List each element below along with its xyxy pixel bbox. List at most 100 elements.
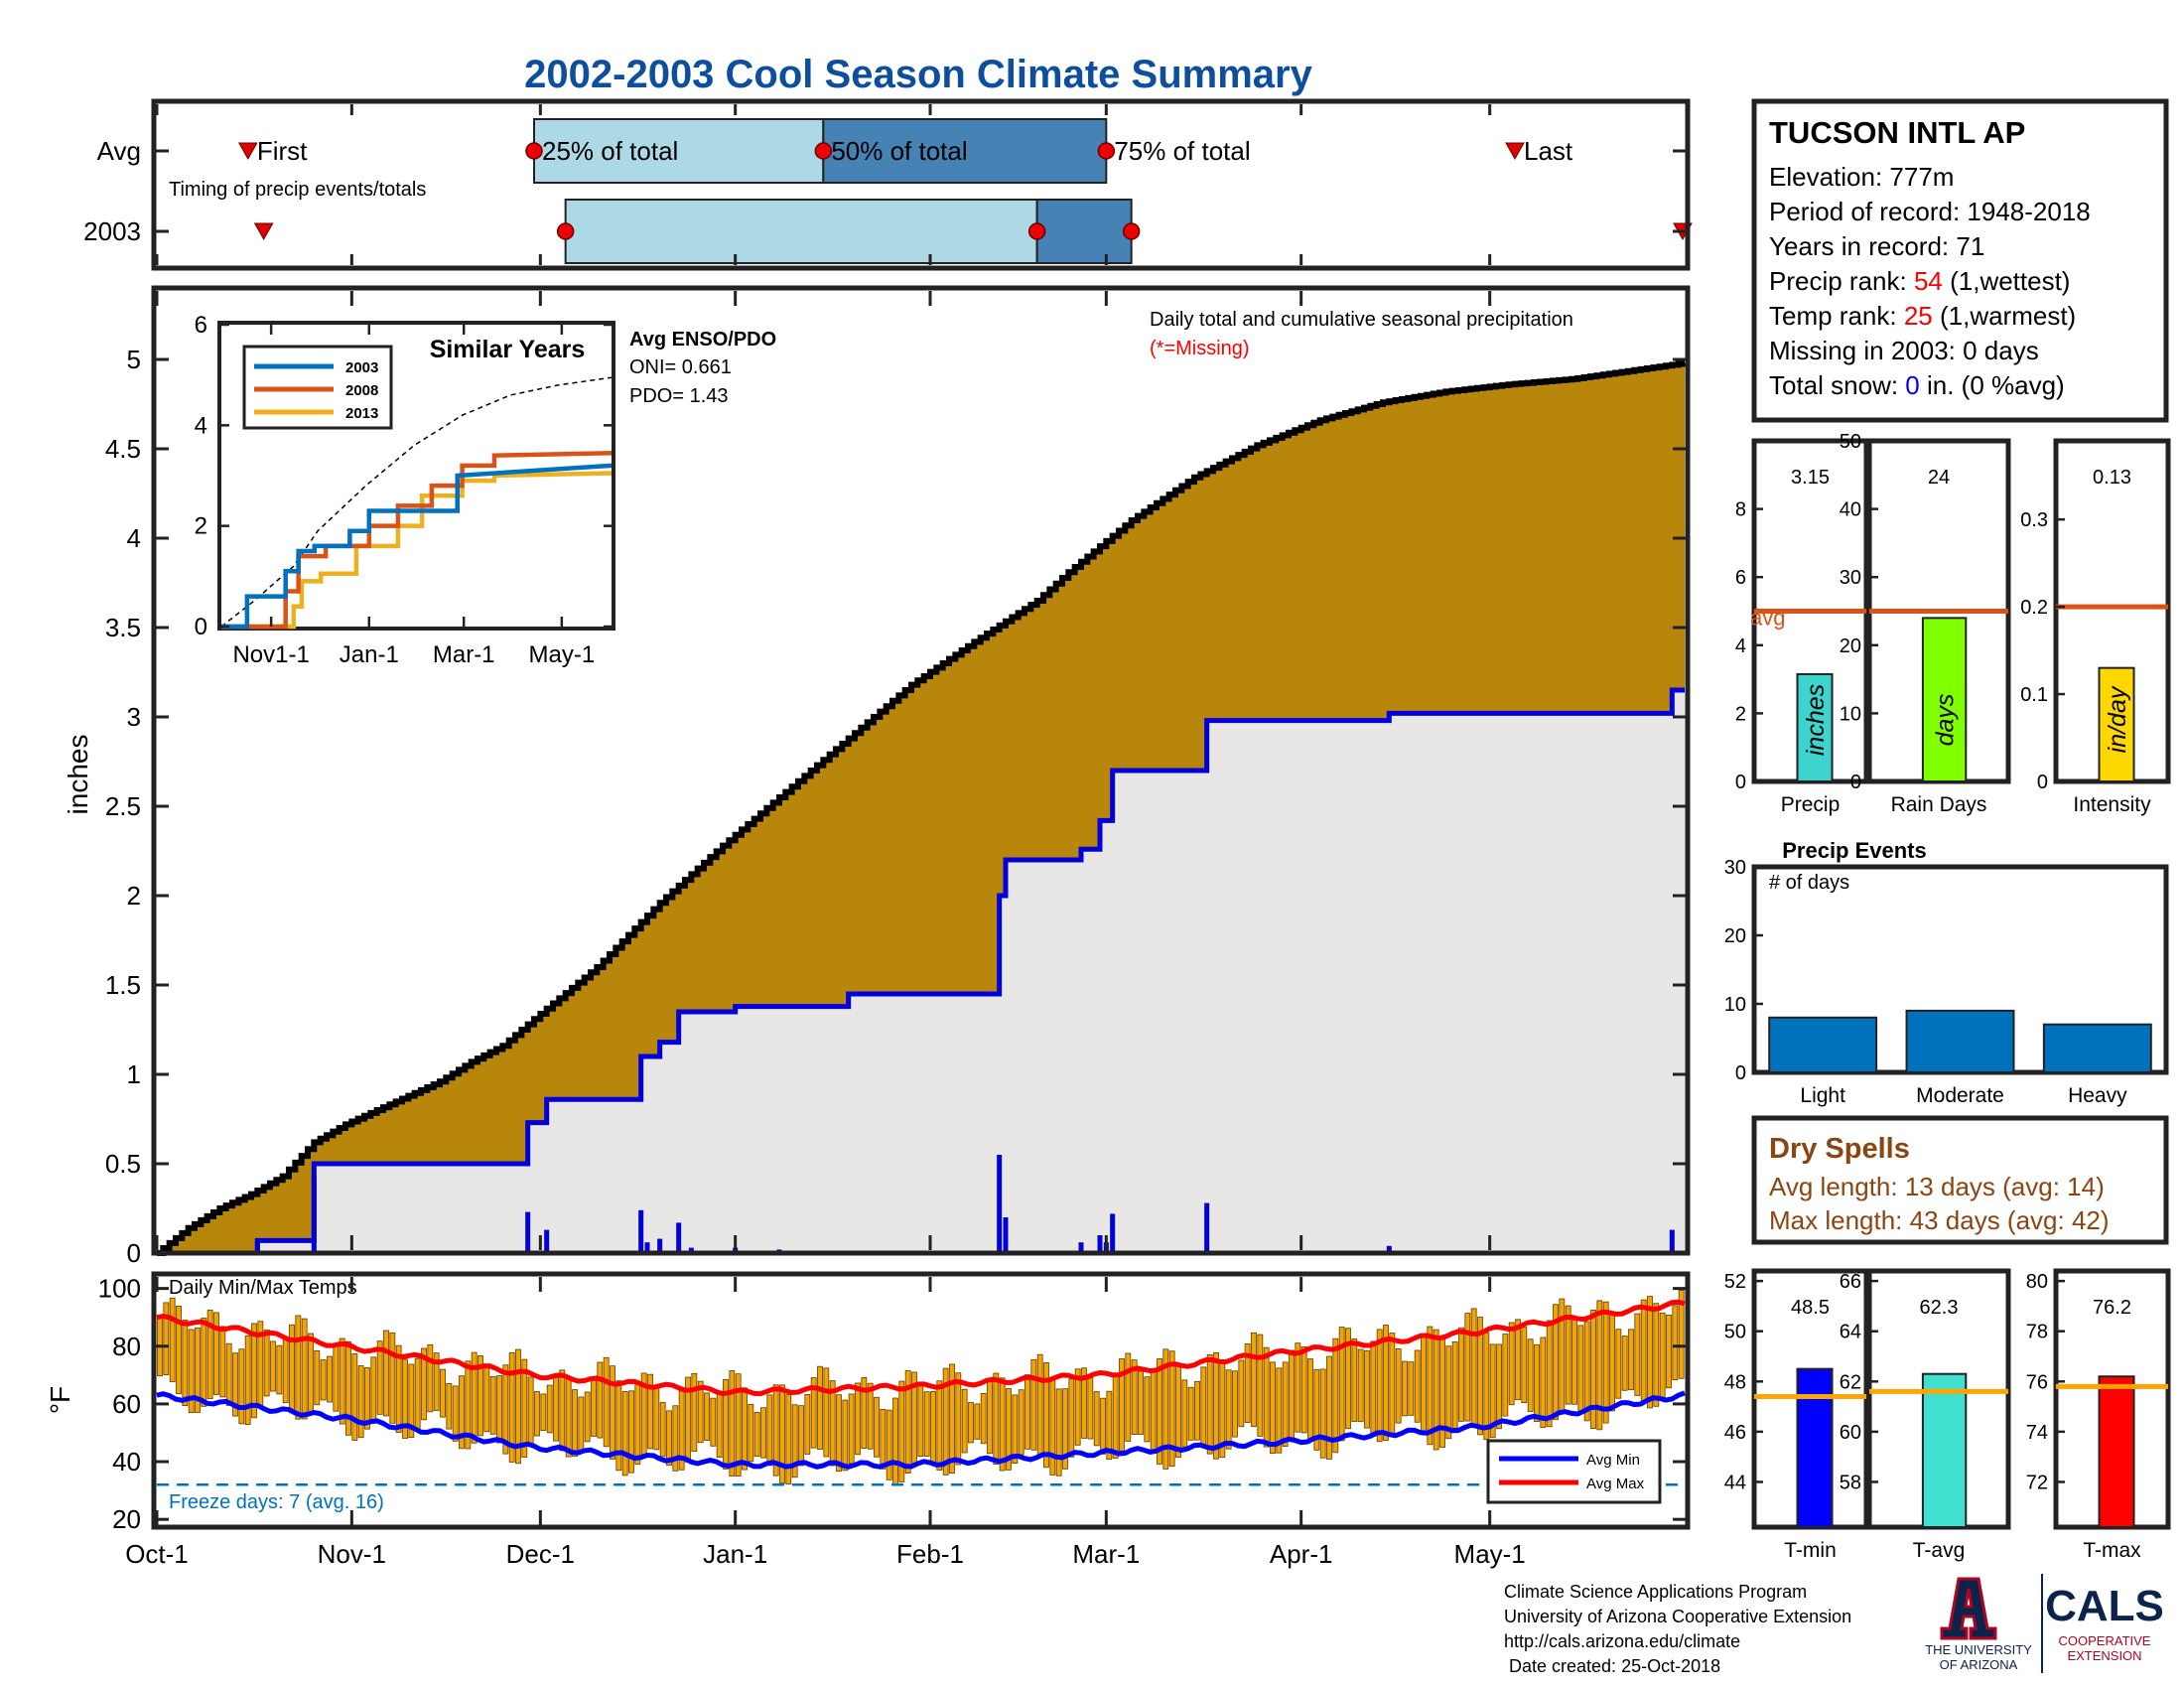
mini-ytick-label: 74	[2026, 1422, 2048, 1444]
daily-temp-bar	[219, 1326, 226, 1398]
station-temp-rank: Temp rank: 25 (1,warmest)	[1769, 301, 2076, 331]
avg-last-marker	[1505, 142, 1525, 161]
daily-temp-bar	[1100, 1397, 1106, 1455]
mini-ytick-label: 72	[2026, 1472, 2048, 1493]
mini-category-t-max: T-max	[2083, 1539, 2141, 1562]
daily-temp-bar	[427, 1343, 434, 1413]
daily-temp-bar	[408, 1363, 415, 1439]
daily-temp-bar	[402, 1358, 408, 1439]
daily-temp-bar	[766, 1394, 773, 1467]
station-frame	[1751, 98, 2169, 423]
daily-temp-bar	[980, 1393, 987, 1445]
daily-temp-bar	[1464, 1313, 1471, 1422]
daily-temp-bar	[232, 1352, 238, 1417]
y2003-25-marker	[556, 222, 575, 240]
daily-temp-bar	[779, 1384, 785, 1484]
daily-temp-bar	[1609, 1314, 1615, 1412]
station-name: TUCSON INTL AP	[1769, 115, 2025, 150]
avg-50-75-bar	[822, 118, 1108, 184]
daily-temp-bar	[1024, 1374, 1030, 1450]
daily-temp-bar	[471, 1351, 478, 1444]
daily-temp-bar	[357, 1365, 364, 1439]
temp-title: Daily Min/Max Temps	[169, 1277, 357, 1299]
daily-temp-bar	[1030, 1358, 1037, 1451]
temp-ylabel: °F	[45, 1386, 75, 1414]
daily-temp-bar	[333, 1345, 340, 1412]
daily-temp-bar	[295, 1315, 302, 1420]
month-label: Mar-1	[1072, 1539, 1140, 1569]
timing-caption: Timing of precip events/totals	[169, 179, 426, 201]
dry-spells-frame	[1751, 1115, 2169, 1245]
daily-temp-bar	[987, 1379, 993, 1455]
daily-precip-bar	[997, 1155, 1003, 1253]
daily-temp-bar	[169, 1297, 176, 1382]
daily-precip-bar	[644, 1242, 650, 1253]
mini-bar-intensity	[2098, 666, 2135, 783]
daily-temp-bar	[201, 1318, 207, 1407]
daily-temp-bar	[553, 1373, 559, 1442]
daily-temp-bar	[1018, 1389, 1024, 1456]
mini-ytick-label: 8	[1735, 499, 1746, 521]
avg-max-line	[156, 1299, 1686, 1397]
daily-temp-bar	[1157, 1358, 1162, 1465]
daily-temp-bar	[1357, 1348, 1364, 1423]
daily-temp-bar	[1338, 1327, 1345, 1442]
daily-temp-bar	[1527, 1338, 1534, 1412]
mini-ytick-label: 80	[2026, 1271, 2048, 1293]
daily-temp-bar	[351, 1353, 358, 1441]
daily-temp-bar	[1162, 1348, 1169, 1470]
daily-temp-bar	[1634, 1313, 1641, 1396]
daily-temp-bar	[395, 1344, 402, 1433]
daily-temp-bar	[1408, 1361, 1415, 1416]
daily-temp-bar	[867, 1382, 874, 1450]
daily-temp-bar	[421, 1347, 427, 1421]
y2003-50-marker	[1027, 222, 1046, 240]
daily-temp-bar	[1621, 1336, 1628, 1391]
inset-ytick-label: 0	[195, 614, 207, 640]
daily-temp-bar	[874, 1396, 880, 1458]
daily-temp-bar	[483, 1366, 490, 1433]
mini-ytick-label: 0.3	[2020, 509, 2048, 531]
daily-temp-bar	[1470, 1308, 1477, 1428]
mini-bar-t-min	[1796, 1367, 1834, 1529]
daily-temp-bar	[804, 1394, 811, 1455]
daily-temp-bar	[1590, 1309, 1596, 1430]
daily-temp-bar	[748, 1403, 754, 1463]
daily-temp-bar	[1364, 1349, 1370, 1429]
avg-excess-area	[157, 362, 1685, 1254]
ua-a-icon	[1940, 1577, 1997, 1640]
main-ytick-label: 1	[127, 1059, 141, 1089]
daily-temp-bar	[1540, 1336, 1547, 1429]
footer-credits: Climate Science Applications Program Uni…	[1504, 1582, 1851, 1676]
daily-temp-bar	[848, 1393, 855, 1465]
daily-temp-bar	[1295, 1342, 1301, 1433]
daily-temp-bar	[206, 1310, 213, 1400]
daily-temp-bar	[697, 1380, 704, 1444]
main-ytick-label: 4.5	[105, 434, 141, 464]
daily-temp-bar	[855, 1382, 861, 1456]
daily-temp-bar	[327, 1355, 333, 1403]
ua-logo-line-1: THE UNIVERSITY	[1925, 1642, 2032, 1657]
daily-temp-bar	[880, 1408, 887, 1470]
main-ytick-label: 1.5	[105, 970, 141, 1000]
mini-bar-panels: 024683.15Precipinchesavg0102030405024Rai…	[1724, 431, 2171, 1562]
daily-temp-bar	[1395, 1347, 1402, 1424]
y2003-first-marker	[253, 222, 274, 241]
daily-precip-bar	[544, 1229, 550, 1253]
timing-50-label: 50% of total	[831, 136, 967, 166]
month-label: Apr-1	[1270, 1539, 1333, 1569]
daily-temp-bar	[446, 1382, 453, 1430]
daily-temp-bar	[961, 1388, 968, 1454]
daily-temp-bar	[1351, 1338, 1358, 1422]
daily-temp-bar	[1138, 1370, 1144, 1435]
daily-temp-bar	[1477, 1317, 1483, 1436]
mini-ytick-label: 46	[1724, 1422, 1746, 1444]
daily-temp-bar	[433, 1352, 440, 1411]
daily-temp-bar	[370, 1356, 377, 1421]
timing-row-2003: 2003	[83, 216, 141, 246]
daily-temp-bar	[238, 1348, 245, 1425]
daily-temp-bar	[1006, 1388, 1012, 1471]
station-precip-rank: Precip rank: 54 (1,wettest)	[1769, 266, 2070, 296]
daily-temp-bar	[829, 1380, 836, 1467]
daily-temp-bar	[1074, 1368, 1081, 1446]
